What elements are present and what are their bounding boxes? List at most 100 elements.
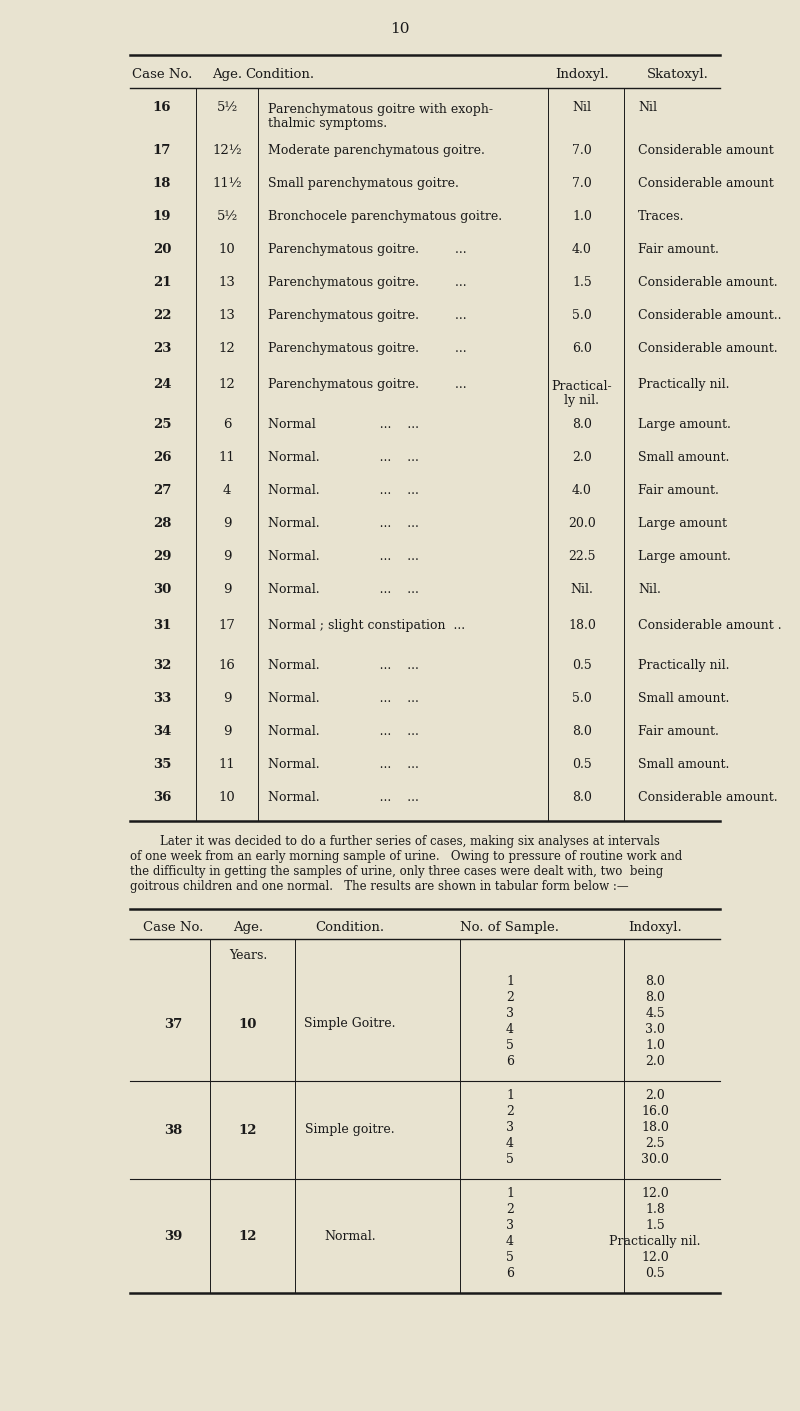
Text: Considerable amount: Considerable amount xyxy=(638,176,774,189)
Text: 8.0: 8.0 xyxy=(572,725,592,738)
Text: Case No.: Case No. xyxy=(143,921,203,934)
Text: 0.5: 0.5 xyxy=(645,1267,665,1280)
Text: 28: 28 xyxy=(153,516,171,529)
Text: Small amount.: Small amount. xyxy=(638,450,730,464)
Text: 5: 5 xyxy=(506,1038,514,1053)
Text: Normal.               ...    ...: Normal. ... ... xyxy=(268,758,419,770)
Text: Small amount.: Small amount. xyxy=(638,691,730,704)
Text: 3: 3 xyxy=(506,1219,514,1232)
Text: 26: 26 xyxy=(153,450,171,464)
Text: 2.5: 2.5 xyxy=(645,1137,665,1150)
Text: 1.5: 1.5 xyxy=(572,275,592,289)
Text: 17: 17 xyxy=(153,144,171,157)
Text: Nil.: Nil. xyxy=(570,583,594,595)
Text: Normal.               ...    ...: Normal. ... ... xyxy=(268,484,419,497)
Text: 4: 4 xyxy=(506,1023,514,1036)
Text: 2.0: 2.0 xyxy=(645,1055,665,1068)
Text: Considerable amount .: Considerable amount . xyxy=(638,618,782,632)
Text: 8.0: 8.0 xyxy=(572,790,592,804)
Text: Normal.               ...    ...: Normal. ... ... xyxy=(268,450,419,464)
Text: 9: 9 xyxy=(222,550,231,563)
Text: 20.0: 20.0 xyxy=(568,516,596,529)
Text: Indoxyl.: Indoxyl. xyxy=(628,921,682,934)
Text: Nil: Nil xyxy=(573,102,591,114)
Text: 31: 31 xyxy=(153,618,171,632)
Text: Age.: Age. xyxy=(212,68,242,80)
Text: 11½: 11½ xyxy=(212,176,242,189)
Text: 4.5: 4.5 xyxy=(645,1007,665,1020)
Text: 5: 5 xyxy=(506,1153,514,1165)
Text: 1.5: 1.5 xyxy=(645,1219,665,1232)
Text: Large amount.: Large amount. xyxy=(638,418,731,430)
Text: 11: 11 xyxy=(218,450,235,464)
Text: 1: 1 xyxy=(506,1187,514,1199)
Text: 29: 29 xyxy=(153,550,171,563)
Text: 30: 30 xyxy=(153,583,171,595)
Text: of one week from an early morning sample of urine.   Owing to pressure of routin: of one week from an early morning sample… xyxy=(130,849,682,864)
Text: 5: 5 xyxy=(506,1252,514,1264)
Text: 32: 32 xyxy=(153,659,171,672)
Text: 0.5: 0.5 xyxy=(572,758,592,770)
Text: 6: 6 xyxy=(506,1055,514,1068)
Text: 30.0: 30.0 xyxy=(641,1153,669,1165)
Text: 18.0: 18.0 xyxy=(568,618,596,632)
Text: Practical-: Practical- xyxy=(552,380,612,392)
Text: 4.0: 4.0 xyxy=(572,484,592,497)
Text: Practically nil.: Practically nil. xyxy=(638,659,730,672)
Text: 1.0: 1.0 xyxy=(572,210,592,223)
Text: Large amount.: Large amount. xyxy=(638,550,731,563)
Text: No. of Sample.: No. of Sample. xyxy=(461,921,559,934)
Text: Large amount: Large amount xyxy=(638,516,727,529)
Text: Simple goitre.: Simple goitre. xyxy=(305,1123,395,1136)
Text: 27: 27 xyxy=(153,484,171,497)
Text: 10: 10 xyxy=(390,23,410,37)
Text: Fair amount.: Fair amount. xyxy=(638,243,719,255)
Text: 3: 3 xyxy=(506,1120,514,1134)
Text: Considerable amount: Considerable amount xyxy=(638,144,774,157)
Text: 23: 23 xyxy=(153,341,171,354)
Text: Normal.               ...    ...: Normal. ... ... xyxy=(268,583,419,595)
Text: Parenchymatous goitre.         ...: Parenchymatous goitre. ... xyxy=(268,378,466,391)
Text: 10: 10 xyxy=(218,790,235,804)
Text: 18: 18 xyxy=(153,176,171,189)
Text: Years.: Years. xyxy=(229,950,267,962)
Text: Case No.: Case No. xyxy=(132,68,192,80)
Text: 11: 11 xyxy=(218,758,235,770)
Text: Normal.               ...    ...: Normal. ... ... xyxy=(268,691,419,704)
Text: Parenchymatous goitre with exoph-: Parenchymatous goitre with exoph- xyxy=(268,103,493,116)
Text: ly nil.: ly nil. xyxy=(565,394,599,406)
Text: 5.0: 5.0 xyxy=(572,309,592,322)
Text: 1.0: 1.0 xyxy=(645,1038,665,1053)
Text: 2: 2 xyxy=(506,991,514,1005)
Text: 13: 13 xyxy=(218,309,235,322)
Text: 1.8: 1.8 xyxy=(645,1204,665,1216)
Text: 2: 2 xyxy=(506,1105,514,1118)
Text: Condition.: Condition. xyxy=(315,921,385,934)
Text: 3.0: 3.0 xyxy=(645,1023,665,1036)
Text: 5½: 5½ xyxy=(216,210,238,223)
Text: 16.0: 16.0 xyxy=(641,1105,669,1118)
Text: 5½: 5½ xyxy=(216,102,238,114)
Text: 7.0: 7.0 xyxy=(572,144,592,157)
Text: thalmic symptoms.: thalmic symptoms. xyxy=(268,117,387,130)
Text: 35: 35 xyxy=(153,758,171,770)
Text: 18.0: 18.0 xyxy=(641,1120,669,1134)
Text: 9: 9 xyxy=(222,691,231,704)
Text: 22.5: 22.5 xyxy=(568,550,596,563)
Text: 12.0: 12.0 xyxy=(641,1187,669,1199)
Text: 16: 16 xyxy=(153,102,171,114)
Text: 1: 1 xyxy=(506,1089,514,1102)
Text: Normal.               ...    ...: Normal. ... ... xyxy=(268,659,419,672)
Text: 6.0: 6.0 xyxy=(572,341,592,354)
Text: Traces.: Traces. xyxy=(638,210,685,223)
Text: 9: 9 xyxy=(222,516,231,529)
Text: 8.0: 8.0 xyxy=(645,975,665,988)
Text: 6: 6 xyxy=(222,418,231,430)
Text: Normal                ...    ...: Normal ... ... xyxy=(268,418,419,430)
Text: 10: 10 xyxy=(218,243,235,255)
Text: 24: 24 xyxy=(153,378,171,391)
Text: Practically nil.: Practically nil. xyxy=(610,1235,701,1247)
Text: 36: 36 xyxy=(153,790,171,804)
Text: 20: 20 xyxy=(153,243,171,255)
Text: Parenchymatous goitre.         ...: Parenchymatous goitre. ... xyxy=(268,309,466,322)
